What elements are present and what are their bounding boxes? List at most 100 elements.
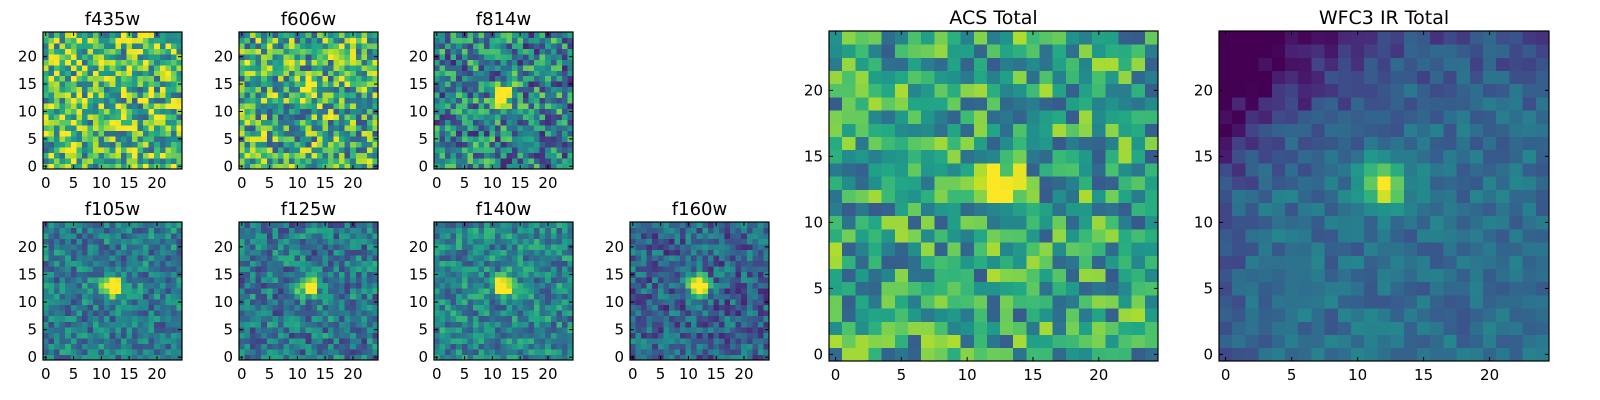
heatmap-cell (724, 238, 731, 245)
heatmap-cell (366, 288, 373, 295)
heatmap-cell (305, 321, 312, 328)
heatmap-cell (707, 293, 714, 300)
heatmap-cell (1079, 215, 1093, 230)
heatmap-cell (266, 348, 273, 355)
heatmap-cell (244, 277, 251, 284)
heatmap-cell (450, 249, 457, 256)
heatmap-cell (986, 308, 1001, 322)
heatmap-cell (159, 141, 166, 148)
heatmap-cell (327, 141, 334, 148)
heatmap-cell (1013, 295, 1027, 309)
heatmap-cell (495, 326, 502, 333)
heatmap-cell (170, 233, 177, 239)
heatmap-cell (763, 310, 770, 317)
heatmap-cell (1118, 229, 1133, 243)
heatmap-cell (76, 282, 83, 289)
heatmap-cell (65, 249, 72, 256)
heatmap-cell (741, 282, 748, 289)
heatmap-cell (472, 92, 479, 99)
heatmap-cell (1079, 334, 1093, 349)
heatmap-cell (131, 227, 138, 234)
heatmap-cell (294, 233, 301, 239)
heatmap-cell (685, 299, 692, 306)
heatmap-cell (567, 337, 574, 344)
heatmap-cell (1118, 308, 1133, 322)
heatmap-cell (93, 299, 99, 306)
heatmap-cell (641, 244, 648, 250)
heatmap-cell (366, 326, 373, 333)
heatmap-cell (752, 282, 759, 289)
heatmap-cell (137, 233, 144, 239)
heatmap-cell (680, 255, 686, 262)
heatmap-cell (333, 293, 340, 300)
heatmap-cell (148, 119, 155, 126)
heatmap-cell (143, 70, 150, 77)
heatmap-cell (881, 163, 896, 177)
heatmap-cell (239, 249, 245, 256)
heatmap-cell (960, 255, 975, 269)
heatmap-cell (829, 189, 843, 203)
heatmap-cell (300, 299, 307, 306)
heatmap-cell (539, 288, 546, 295)
heatmap-cell (115, 348, 122, 355)
heatmap-cell (718, 249, 725, 256)
heatmap-cell (115, 304, 122, 311)
heatmap-cell (148, 255, 155, 262)
heatmap-cell (305, 222, 312, 228)
heatmap-cell (294, 227, 301, 234)
heatmap-cell (763, 277, 770, 284)
heatmap-cell (244, 37, 251, 44)
heatmap-cell (305, 227, 312, 234)
heatmap-cell (294, 343, 301, 350)
heatmap-cell (724, 337, 731, 344)
heatmap-cell (109, 97, 116, 104)
heatmap-cell (696, 321, 703, 328)
heatmap-cell (59, 158, 66, 164)
heatmap-cell (829, 347, 843, 362)
heatmap-cell (165, 260, 172, 267)
heatmap-cell (311, 304, 318, 311)
heatmap-cell (261, 266, 268, 273)
heatmap-cell (680, 222, 686, 228)
heatmap-cell (109, 125, 116, 132)
heatmap-cell (456, 42, 463, 49)
heatmap-cell (495, 249, 502, 256)
heatmap-cell (511, 326, 518, 333)
heatmap-cell (283, 81, 290, 88)
heatmap-cell (652, 288, 659, 295)
heatmap-cell (261, 244, 268, 250)
heatmap-cell (104, 227, 111, 234)
heatmap-cell (696, 310, 703, 317)
heatmap-cell (76, 108, 83, 115)
heatmap-cell (652, 304, 659, 311)
heatmap-cell (456, 260, 463, 267)
heatmap-cell (126, 326, 133, 333)
heatmap-cell (960, 321, 975, 335)
heatmap-cell (635, 260, 642, 267)
heatmap-cell (467, 260, 474, 267)
heatmap-cell (109, 53, 116, 60)
heatmap-cell (467, 332, 474, 339)
heatmap-cell (461, 42, 468, 49)
heatmap-cell (467, 108, 474, 115)
heatmap-cell (1000, 295, 1014, 309)
heatmap-cell (170, 136, 177, 142)
heatmap-cell (539, 53, 546, 60)
heatmap-cell (567, 70, 574, 77)
heatmap-cell (829, 215, 843, 230)
heatmap-cell (43, 70, 49, 77)
heatmap-cell (277, 282, 284, 289)
heatmap-cell (355, 310, 362, 317)
heatmap-cell (556, 271, 563, 278)
heatmap-cell (461, 119, 468, 126)
heatmap-cell (517, 59, 524, 66)
heatmap-cell (894, 202, 909, 217)
heatmap-cell (752, 332, 759, 339)
heatmap-cell (500, 70, 507, 77)
heatmap-cell (250, 315, 257, 322)
heatmap-cell (137, 227, 144, 234)
heatmap-cell (350, 337, 357, 344)
heatmap-cell (1131, 229, 1146, 243)
heatmap-cell (48, 53, 55, 60)
